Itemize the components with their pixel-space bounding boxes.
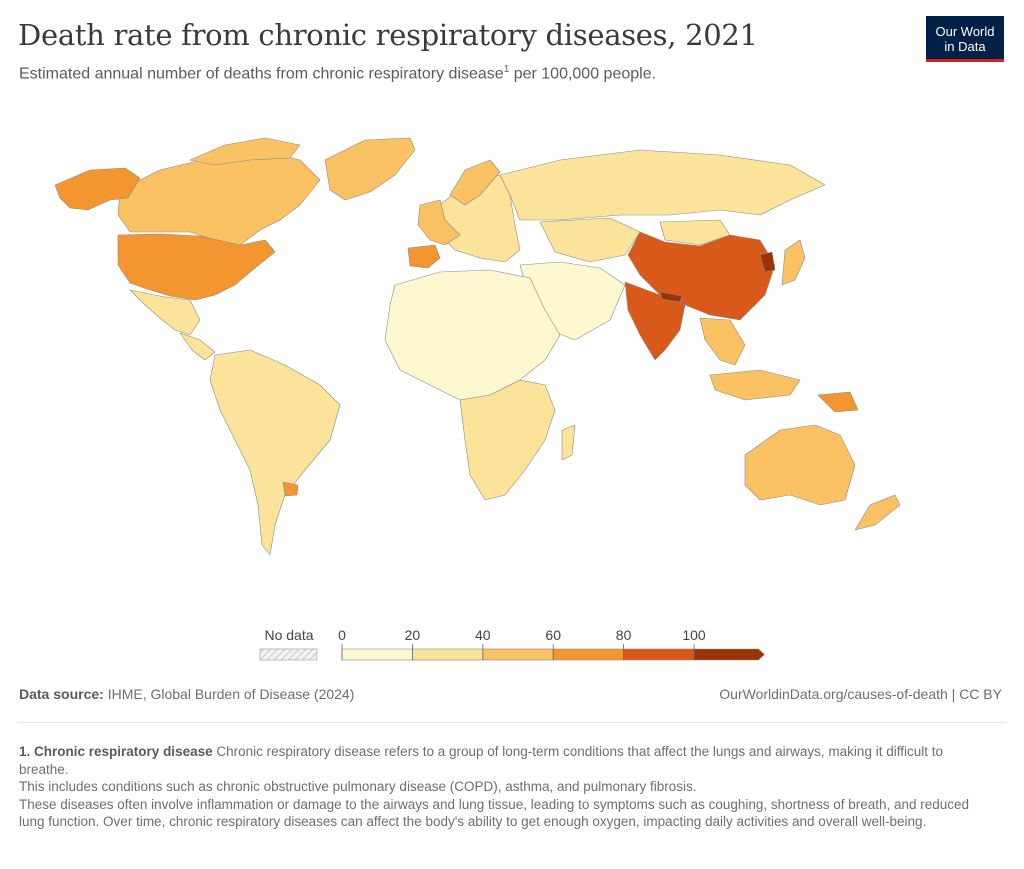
region-australia[interactable] — [744, 424, 856, 506]
logo-line-1: Our World — [935, 24, 995, 39]
subtitle-text: Estimated annual number of deaths from c… — [19, 65, 504, 83]
legend-bin-2[interactable] — [482, 648, 554, 661]
legend-no-data-swatch — [259, 648, 318, 661]
region-africa-south[interactable] — [459, 379, 556, 501]
region-madagascar[interactable] — [561, 424, 576, 461]
data-source-text[interactable]: IHME, Global Burden of Disease (2024) — [103, 686, 355, 702]
region-papua-new-guinea[interactable] — [817, 391, 859, 413]
footnote-definition-text: Chronic respiratory disease refers to a … — [19, 744, 943, 777]
footnote-number: 1. — [19, 744, 31, 759]
region-central-asia[interactable] — [539, 217, 641, 263]
legend-bin-5[interactable] — [693, 648, 765, 661]
footnote-ref[interactable]: 1 — [503, 64, 510, 75]
legend-tick-label: 40 — [475, 627, 491, 643]
region-uruguay[interactable] — [282, 481, 299, 497]
region-alaska[interactable] — [54, 167, 141, 211]
region-mexico[interactable] — [129, 289, 201, 336]
subtitle-text-end: per 100,000 people. — [509, 65, 657, 83]
region-scandinavia[interactable] — [449, 159, 501, 206]
legend-bin-3[interactable] — [552, 648, 624, 661]
legend-tick-label: 100 — [682, 627, 706, 643]
legend-tick-label: 20 — [405, 627, 421, 643]
footnote-line-2: This includes conditions such as chronic… — [19, 779, 697, 794]
chart-title: Death rate from chronic respiratory dise… — [18, 18, 758, 52]
region-canada-arctic[interactable] — [189, 137, 301, 166]
legend-bin-1[interactable] — [412, 648, 484, 661]
region-nepal[interactable] — [659, 291, 683, 303]
region-central-america[interactable] — [179, 332, 216, 361]
legend-no-data-label: No data — [264, 627, 313, 643]
legend-tick-label: 80 — [616, 627, 632, 643]
region-korea[interactable] — [759, 251, 776, 273]
legend-bin-4[interactable] — [623, 648, 695, 661]
region-japan[interactable] — [781, 239, 806, 286]
world-map — [54, 137, 901, 556]
owid-logo[interactable]: Our World in Data — [926, 16, 1004, 62]
region-greenland[interactable] — [324, 137, 416, 201]
legend-tick-label: 60 — [545, 627, 561, 643]
region-africa-north[interactable] — [384, 269, 561, 401]
footnote-line-3: These diseases often involve inflammatio… — [19, 796, 970, 830]
logo-line-2: in Data — [944, 39, 986, 54]
region-usa[interactable] — [117, 233, 276, 301]
footnote-term: Chronic respiratory disease — [34, 744, 213, 759]
legend-tick-label: 0 — [338, 627, 346, 643]
region-southeast-asia[interactable] — [699, 317, 746, 366]
region-china[interactable] — [627, 231, 776, 321]
source-url-license[interactable]: OurWorldinData.org/causes-of-death | CC … — [719, 686, 1002, 702]
region-indonesia[interactable] — [709, 369, 801, 401]
region-russia[interactable] — [499, 149, 826, 221]
footnote-definition: 1. Chronic respiratory disease Chronic r… — [19, 743, 979, 778]
chart-subtitle: Estimated annual number of deaths from c… — [19, 64, 656, 83]
data-source-label: Data source: — [19, 686, 104, 702]
region-south-america[interactable] — [209, 349, 341, 556]
footer-divider — [18, 722, 1006, 723]
footnote: 1. Chronic respiratory disease Chronic r… — [19, 743, 979, 831]
color-legend: No data 0 20 40 60 80 100 — [259, 627, 765, 661]
data-source: Data source: IHME, Global Burden of Dise… — [19, 686, 354, 702]
region-mongolia[interactable] — [659, 219, 731, 246]
legend-bin-0[interactable] — [341, 648, 413, 661]
region-new-zealand[interactable] — [854, 494, 901, 531]
region-western-europe[interactable] — [417, 199, 461, 246]
region-spain[interactable] — [407, 244, 441, 269]
